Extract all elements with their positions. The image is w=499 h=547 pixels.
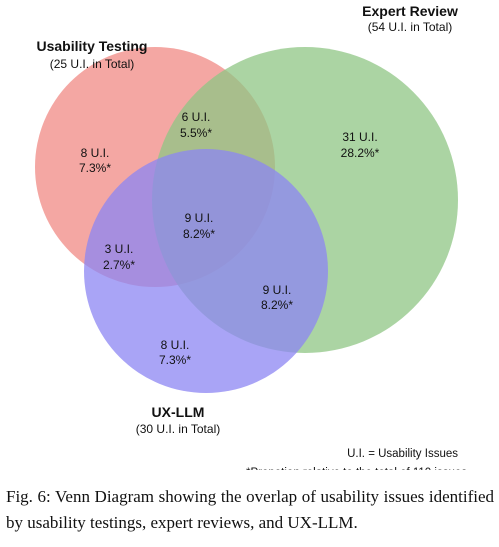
region-expert-only-percent: 28.2%*	[341, 146, 380, 160]
region-expert-uxllm-count: 9 U.I.	[263, 283, 292, 297]
usability-testing-subtitle: (25 U.I. in Total)	[50, 57, 134, 71]
footnote: *Propotion relative to the total of 110 …	[246, 467, 467, 470]
region-expert-uxllm-percent: 8.2%*	[261, 298, 293, 312]
ux-llm-subtitle: (30 U.I. in Total)	[136, 422, 220, 436]
region-all-three-percent: 8.2%*	[183, 227, 215, 241]
venn-diagram: Usability Testing (25 U.I. in Total) Exp…	[35, 3, 467, 470]
expert-review-subtitle: (54 U.I. in Total)	[368, 20, 452, 34]
region-usability-only-percent: 7.3%*	[79, 161, 111, 175]
usability-testing-title: Usability Testing	[37, 38, 148, 54]
expert-review-title: Expert Review	[362, 3, 458, 19]
ux-llm-circle	[84, 149, 328, 393]
region-expert-only-count: 31 U.I.	[342, 130, 377, 144]
legend-note: U.I. = Usability Issues	[347, 448, 458, 460]
region-all-three-count: 9 U.I.	[185, 211, 214, 225]
ux-llm-title: UX-LLM	[152, 404, 205, 420]
region-usability-uxllm-percent: 2.7%*	[103, 258, 135, 272]
region-uxllm-only-percent: 7.3%*	[159, 353, 191, 367]
region-usability-expert-percent: 5.5%*	[180, 126, 212, 140]
region-usability-only-count: 8 U.I.	[81, 146, 110, 160]
region-usability-expert-count: 6 U.I.	[182, 110, 211, 124]
figure-caption: Fig. 6: Venn Diagram showing the overlap…	[6, 487, 494, 532]
region-usability-uxllm-count: 3 U.I.	[105, 242, 134, 256]
region-uxllm-only-count: 8 U.I.	[161, 338, 190, 352]
